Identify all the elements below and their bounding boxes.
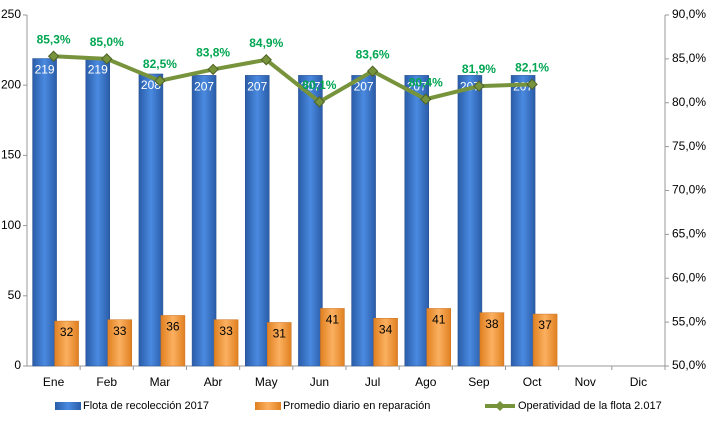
bar-label: 207 xyxy=(247,80,267,94)
legend-swatch xyxy=(55,402,81,410)
bar xyxy=(32,58,57,367)
x-tick-label: Sep xyxy=(468,375,490,389)
x-tick-label: May xyxy=(255,375,278,389)
legend-marker xyxy=(495,401,505,411)
bar-label: 37 xyxy=(538,318,552,332)
bar xyxy=(532,313,558,367)
y2-tick-label: 80,0% xyxy=(672,95,706,109)
line-marker xyxy=(260,54,272,66)
bar xyxy=(213,319,239,367)
y2-tick-label: 90,0% xyxy=(672,7,706,21)
x-tick-label: Abr xyxy=(204,375,223,389)
line-label: 85,3% xyxy=(37,32,71,46)
bar xyxy=(320,308,345,367)
x-tick-label: Oct xyxy=(523,375,542,389)
bar-label: 38 xyxy=(485,317,499,331)
line-label: 84,9% xyxy=(249,36,283,50)
bar xyxy=(298,75,323,367)
bar xyxy=(479,312,505,367)
line-label: 83,6% xyxy=(356,47,390,61)
bar xyxy=(404,75,429,367)
x-tick-label: Nov xyxy=(575,375,596,389)
line-marker xyxy=(526,78,538,91)
line-label: 83,8% xyxy=(196,46,230,60)
bar xyxy=(107,319,132,367)
bar xyxy=(510,75,536,367)
bar xyxy=(85,58,110,367)
x-tick-label: Feb xyxy=(96,375,117,389)
line-label: 80,4% xyxy=(409,75,443,89)
legend-label: Flota de recolección 2017 xyxy=(83,400,209,412)
bar-label: 219 xyxy=(88,63,108,77)
y-tick-label: 250 xyxy=(1,7,21,21)
bar xyxy=(138,73,164,367)
line-marker xyxy=(313,96,326,108)
legend-label: Operatividad de la flota 2.017 xyxy=(518,400,662,412)
y2-tick-label: 85,0% xyxy=(672,51,706,65)
y-tick-label: 200 xyxy=(1,77,21,91)
y-tick-label: 50 xyxy=(8,288,22,302)
bar xyxy=(351,75,376,367)
bar-label: 32 xyxy=(60,325,74,339)
line-marker xyxy=(366,65,379,77)
bar xyxy=(54,320,79,367)
bar-label: 34 xyxy=(379,322,393,336)
line-marker xyxy=(101,53,113,65)
y2-tick-label: 65,0% xyxy=(672,227,706,241)
bar-label: 31 xyxy=(273,327,287,341)
y2-tick-label: 50,0% xyxy=(672,358,706,372)
line-marker xyxy=(207,63,219,76)
bar-label: 207 xyxy=(354,80,374,94)
y-tick-label: 150 xyxy=(1,148,21,162)
bar-label: 33 xyxy=(219,324,233,338)
bar xyxy=(160,315,186,367)
legend-label: Promedio diario en reparación xyxy=(283,400,430,412)
y2-tick-label: 70,0% xyxy=(672,183,706,197)
line xyxy=(53,54,533,105)
legend-swatch xyxy=(255,402,281,410)
line-marker xyxy=(154,75,166,87)
y-tick-label: 100 xyxy=(1,218,21,232)
line-label: 81,9% xyxy=(462,62,496,76)
x-tick-label: Ago xyxy=(415,375,437,389)
bar xyxy=(191,75,217,367)
bar xyxy=(245,75,270,367)
bar xyxy=(373,318,398,367)
line-marker xyxy=(420,93,432,105)
y2-tick-label: 55,0% xyxy=(672,314,706,328)
bar-label: 33 xyxy=(113,324,127,338)
bar xyxy=(457,75,483,367)
x-tick-label: Mar xyxy=(150,375,171,389)
bar-label: 36 xyxy=(166,320,180,334)
line-marker xyxy=(47,50,60,62)
line-marker xyxy=(473,80,485,92)
line-label: 80,1% xyxy=(302,78,336,92)
bar-label: 219 xyxy=(35,63,55,77)
x-tick-label: Jul xyxy=(365,375,380,389)
bar-label: 207 xyxy=(194,80,214,94)
y-tick-label: 0 xyxy=(14,358,21,372)
x-tick-label: Ene xyxy=(43,375,65,389)
bar-label: 41 xyxy=(432,313,446,327)
y2-tick-label: 75,0% xyxy=(672,139,706,153)
x-tick-label: Dic xyxy=(630,375,647,389)
line-label: 82,5% xyxy=(143,57,177,71)
bar xyxy=(267,322,292,367)
line-label: 82,1% xyxy=(515,60,549,74)
bar xyxy=(426,308,451,367)
y2-tick-label: 60,0% xyxy=(672,270,706,284)
x-tick-label: Jun xyxy=(310,375,329,389)
bar-label: 41 xyxy=(326,313,340,327)
line-label: 85,0% xyxy=(90,35,124,49)
